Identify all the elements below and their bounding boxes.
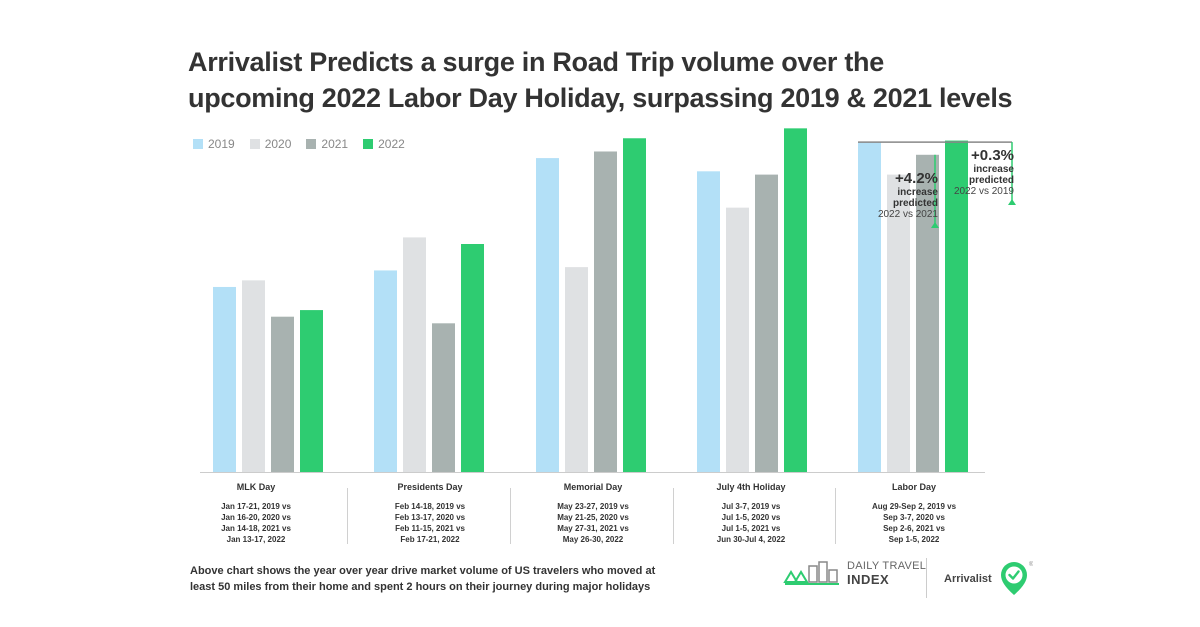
bar-2019-mlk-day [213, 286, 236, 472]
legend-swatch-2022 [363, 139, 374, 149]
annotation-2021-compare: 2022 vs 2021 [877, 209, 938, 220]
bar-2022-presidents-day [461, 244, 484, 472]
legend-label-2020: 2020 [264, 137, 292, 151]
date-range: Jun 30-Jul 4, 2022 [716, 535, 786, 544]
category-label: July 4th Holiday [716, 482, 786, 492]
legend-item-2019: 2019 [193, 137, 235, 151]
legend: 2019 2020 2021 2022 [193, 137, 405, 151]
legend-item-2022: 2022 [363, 137, 405, 151]
category-presidents-day: Presidents Day Feb 14-18, 2019 vs Feb 13… [350, 482, 510, 545]
annotation-2021-word1: increase [897, 187, 938, 198]
category-label: Presidents Day [397, 482, 463, 492]
bar-2020-mlk-day [242, 280, 265, 472]
date-range: May 27-31, 2021 vs [557, 524, 629, 533]
bar-2021-mlk-day [271, 316, 294, 472]
date-range: Sep 1-5, 2022 [888, 535, 940, 544]
annotation-2021-pct: +4.2% [895, 170, 938, 187]
bar-2019-memorial-day [536, 158, 559, 472]
logo-divider [926, 558, 927, 598]
date-range: May 23-27, 2019 vs [557, 502, 629, 511]
date-range: Jan 17-21, 2019 vs [221, 502, 291, 511]
arrivalist-logo: Arrivalist ® [944, 560, 1033, 598]
date-range: Jul 1-5, 2020 vs [721, 513, 781, 522]
category-label: MLK Day [236, 482, 276, 492]
legend-item-2021: 2021 [306, 137, 348, 151]
legend-item-2020: 2020 [249, 137, 292, 151]
date-range: May 26-30, 2022 [562, 535, 624, 544]
bar-2021-labor-day [916, 154, 939, 473]
legend-swatch-2021 [306, 139, 317, 149]
daily-travel-index-icon [783, 561, 839, 585]
date-range: Feb 13-17, 2020 vs [394, 513, 466, 522]
bar-2021-presidents-day [432, 323, 455, 472]
bar-2020-memorial-day [565, 267, 588, 472]
title-line-1: Arrivalist Predicts a surge in Road Trip… [188, 47, 884, 77]
legend-swatch-2020 [249, 139, 260, 149]
category-label: Memorial Day [563, 482, 623, 492]
bar-2021-memorial-day [594, 151, 617, 472]
bar-2020-july-4th-holiday [726, 207, 749, 473]
annotation-vs-2019: +0.3% increase predicted 2022 vs 2019 [954, 148, 1014, 198]
category-divider [835, 488, 836, 544]
chart-title: Arrivalist Predicts a surge in Road Trip… [188, 44, 1088, 116]
bar-2020-presidents-day [403, 237, 426, 472]
annotation-2019-word1: increase [973, 164, 1014, 175]
category-divider [673, 488, 674, 544]
category-label: Labor Day [891, 482, 936, 492]
date-range: Jan 16-20, 2020 vs [221, 513, 291, 522]
arrivalist-name: Arrivalist [944, 573, 992, 585]
date-range: Jan 13-17, 2022 [226, 535, 286, 544]
bar-2022-mlk-day [300, 310, 323, 472]
legend-label-2021: 2021 [321, 137, 349, 151]
daily-travel-index-logo: DAILY TRAVEL INDEX [783, 560, 926, 586]
arrowhead-vs-2019 [1008, 199, 1016, 205]
category-july-4th: July 4th Holiday Jul 3-7, 2019 vs Jul 1-… [671, 482, 831, 545]
category-divider [347, 488, 348, 544]
dti-line-2: INDEX [847, 572, 890, 587]
bar-2019-presidents-day [374, 270, 397, 472]
dti-line-1: DAILY TRAVEL [847, 560, 927, 572]
bar-2020-labor-day [887, 174, 910, 472]
date-range: Feb 17-21, 2022 [400, 535, 460, 544]
legend-swatch-2019 [193, 139, 203, 149]
date-range: Jul 3-7, 2019 vs [721, 502, 781, 511]
footnote: Above chart shows the year over year dri… [190, 563, 750, 595]
category-labor-day: Labor Day Aug 29-Sep 2, 2019 vs Sep 3-7,… [834, 482, 994, 545]
bar-2021-july-4th-holiday [755, 174, 778, 472]
title-line-2: upcoming 2022 Labor Day Holiday, surpass… [188, 83, 1013, 113]
annotation-2019-word2: predicted [968, 175, 1014, 186]
location-check-icon: ® [1000, 561, 1033, 595]
bar-2022-memorial-day [623, 138, 646, 472]
annotation-2021-word2: predicted [892, 198, 938, 209]
bar-2019-labor-day [858, 141, 881, 472]
date-range: Feb 11-15, 2021 vs [395, 524, 465, 533]
date-range: Sep 2-6, 2021 vs [883, 524, 945, 533]
legend-label-2022: 2022 [378, 137, 405, 151]
footnote-line-1: Above chart shows the year over year dri… [190, 565, 656, 577]
date-range: Jul 1-5, 2021 vs [721, 524, 781, 533]
date-range: Sep 3-7, 2020 vs [883, 513, 945, 522]
annotation-2019-pct: +0.3% [971, 147, 1014, 164]
bar-2022-july-4th-holiday [784, 128, 807, 472]
arrowhead-vs-2021 [931, 222, 939, 228]
footnote-line-2: least 50 miles from their home and spent… [190, 581, 651, 593]
date-range: Jan 14-18, 2021 vs [221, 524, 291, 533]
category-memorial-day: Memorial Day May 23-27, 2019 vs May 21-2… [513, 482, 673, 545]
bar-2019-july-4th-holiday [697, 171, 720, 472]
category-divider [510, 488, 511, 544]
date-range: Aug 29-Sep 2, 2019 vs [871, 502, 957, 511]
bar-2022-labor-day [945, 140, 968, 472]
date-range: Feb 14-18, 2019 vs [394, 502, 466, 511]
registered-mark: ® [1029, 561, 1033, 568]
annotation-2019-compare: 2022 vs 2019 [953, 186, 1014, 197]
annotation-vs-2021: +4.2% increase predicted 2022 vs 2021 [878, 171, 938, 221]
date-range: May 21-25, 2020 vs [557, 513, 629, 522]
category-mlk-day: MLK Day Jan 17-21, 2019 vs Jan 16-20, 20… [176, 482, 336, 545]
legend-label-2019: 2019 [208, 137, 235, 151]
